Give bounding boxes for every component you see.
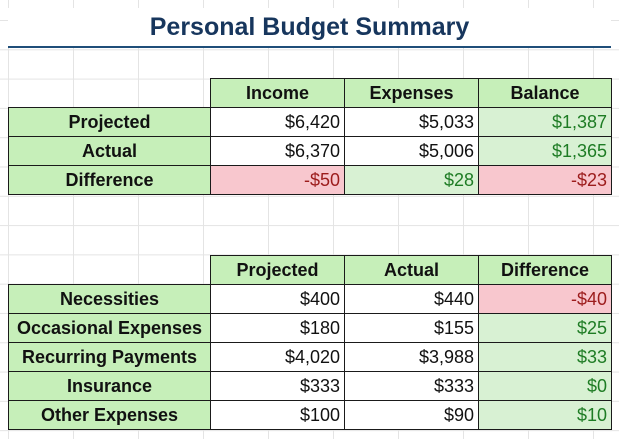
summary-empty-cell[interactable] xyxy=(9,79,211,108)
cell-difference[interactable]: $33 xyxy=(478,342,612,372)
cell-actual[interactable]: $3,988 xyxy=(344,342,479,372)
header-expenses[interactable]: Expenses xyxy=(344,78,479,108)
table-row: Occasional Expenses $180 $155 $25 xyxy=(8,313,612,343)
category-breakdown-table: Projected Actual Difference Necessities … xyxy=(8,255,612,430)
row-label[interactable]: Occasional Expenses xyxy=(8,313,211,343)
table-row: Actual $6,370 $5,006 $1,365 xyxy=(8,136,612,166)
cell-actual[interactable]: $333 xyxy=(344,371,479,401)
cell-income[interactable]: $6,420 xyxy=(210,107,345,137)
header-balance[interactable]: Balance xyxy=(478,78,612,108)
row-label[interactable]: Difference xyxy=(8,165,211,195)
header-difference[interactable]: Difference xyxy=(478,255,612,285)
cell-difference[interactable]: $25 xyxy=(478,313,612,343)
summary-header-row: Income Expenses Balance xyxy=(9,78,612,108)
cell-expenses[interactable]: $28 xyxy=(344,165,479,195)
table-row: Recurring Payments $4,020 $3,988 $33 xyxy=(8,342,612,372)
cell-actual[interactable]: $440 xyxy=(344,284,479,314)
cell-actual[interactable]: $90 xyxy=(344,400,479,430)
cell-income[interactable]: -$50 xyxy=(210,165,345,195)
cell-projected[interactable]: $100 xyxy=(210,400,345,430)
category-header-row: Projected Actual Difference xyxy=(9,255,612,285)
header-income[interactable]: Income xyxy=(210,78,345,108)
row-label[interactable]: Other Expenses xyxy=(8,400,211,430)
cell-expenses[interactable]: $5,006 xyxy=(344,136,479,166)
table-row: Necessities $400 $440 -$40 xyxy=(8,284,612,314)
header-actual[interactable]: Actual xyxy=(344,255,479,285)
table-row: Insurance $333 $333 $0 xyxy=(8,371,612,401)
row-label[interactable]: Actual xyxy=(8,136,211,166)
cell-projected[interactable]: $180 xyxy=(210,313,345,343)
cell-income[interactable]: $6,370 xyxy=(210,136,345,166)
cell-actual[interactable]: $155 xyxy=(344,313,479,343)
row-label[interactable]: Projected xyxy=(8,107,211,137)
cell-balance[interactable]: $1,365 xyxy=(478,136,612,166)
cell-difference[interactable]: $0 xyxy=(478,371,612,401)
cell-difference[interactable]: -$40 xyxy=(478,284,612,314)
row-label[interactable]: Insurance xyxy=(8,371,211,401)
row-label[interactable]: Recurring Payments xyxy=(8,342,211,372)
budget-summary-table: Income Expenses Balance Projected $6,420… xyxy=(8,78,612,195)
cell-projected[interactable]: $400 xyxy=(210,284,345,314)
table-row: Projected $6,420 $5,033 $1,387 xyxy=(8,107,612,137)
sheet-title[interactable]: Personal Budget Summary xyxy=(8,8,611,48)
cell-balance[interactable]: -$23 xyxy=(478,165,612,195)
cell-projected[interactable]: $333 xyxy=(210,371,345,401)
table-row: Difference -$50 $28 -$23 xyxy=(8,165,612,195)
header-projected[interactable]: Projected xyxy=(210,255,345,285)
cell-balance[interactable]: $1,387 xyxy=(478,107,612,137)
row-label[interactable]: Necessities xyxy=(8,284,211,314)
category-empty-cell[interactable] xyxy=(9,256,211,285)
table-row: Other Expenses $100 $90 $10 xyxy=(8,400,612,430)
cell-expenses[interactable]: $5,033 xyxy=(344,107,479,137)
cell-projected[interactable]: $4,020 xyxy=(210,342,345,372)
cell-difference[interactable]: $10 xyxy=(478,400,612,430)
